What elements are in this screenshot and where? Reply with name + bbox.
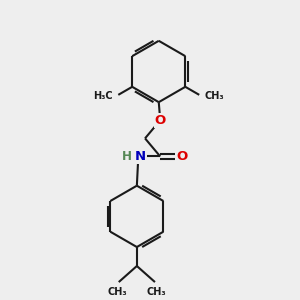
Text: N: N <box>135 150 146 163</box>
Text: O: O <box>176 150 188 163</box>
Text: H₃C: H₃C <box>93 91 113 101</box>
Text: O: O <box>154 114 166 127</box>
Text: CH₃: CH₃ <box>205 91 224 101</box>
Text: CH₃: CH₃ <box>147 287 166 297</box>
Text: CH₃: CH₃ <box>107 287 127 297</box>
Text: H: H <box>122 150 132 163</box>
